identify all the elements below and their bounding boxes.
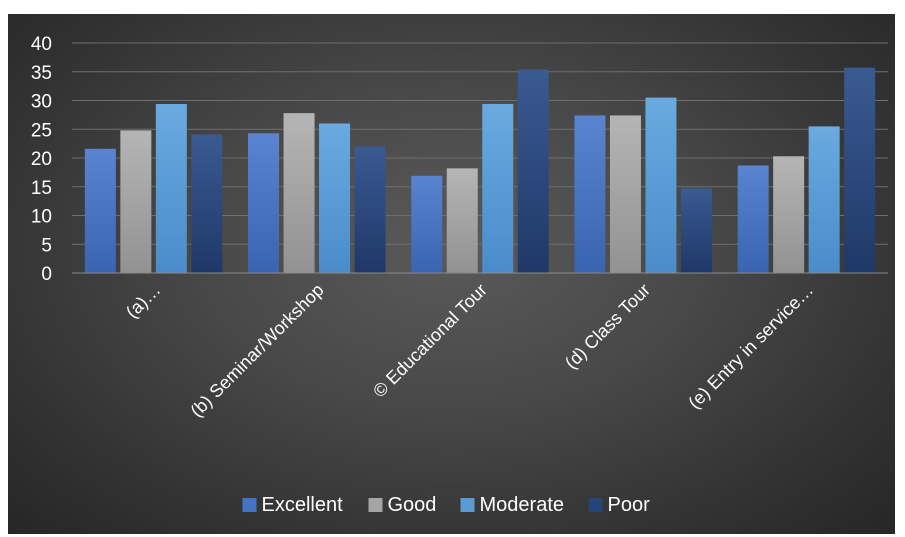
bar-good-3	[609, 115, 641, 273]
legend-label-moderate: Moderate	[480, 494, 565, 516]
y-tick-label: 10	[31, 207, 52, 228]
legend-swatch-poor	[588, 498, 603, 512]
category-label: (b) Seminar/Workshop	[186, 280, 327, 421]
legend-swatch-excellent	[242, 498, 257, 512]
category-label: (a)…	[122, 280, 164, 322]
bar-moderate-2	[482, 103, 514, 273]
legend-label-poor: Poor	[608, 494, 651, 516]
y-tick-label: 20	[31, 149, 52, 170]
bar-good-2	[446, 168, 478, 273]
bar-good-4	[773, 156, 805, 273]
category-label: © Educational Tour	[369, 280, 491, 402]
bar-moderate-1	[319, 123, 351, 273]
legend-label-excellent: Excellent	[262, 494, 344, 516]
category-label: (d) Class Tour	[561, 280, 654, 373]
bar-moderate-0	[155, 103, 187, 273]
bar-moderate-4	[808, 126, 840, 273]
bar-excellent-2	[411, 175, 443, 273]
bar-moderate-3	[645, 97, 677, 273]
bar-poor-4	[844, 67, 876, 273]
y-axis: 0 5 10 15 20 25 30 35 40	[31, 34, 52, 285]
x-axis-labels: (a)… (b) Seminar/Workshop © Educational To…	[122, 280, 817, 421]
bar-excellent-3	[574, 115, 606, 273]
y-tick-label: 30	[31, 92, 52, 113]
bars	[84, 67, 876, 274]
legend-swatch-moderate	[460, 498, 475, 512]
category-label: (e) Entry in service…	[684, 280, 817, 413]
y-tick-label: 40	[31, 34, 52, 55]
bar-good-0	[120, 130, 152, 273]
bar-good-1	[283, 113, 315, 274]
bar-poor-0	[191, 134, 223, 273]
y-tick-label: 5	[41, 235, 52, 256]
y-tick-label: 0	[41, 264, 52, 285]
bar-poor-3	[680, 188, 712, 273]
y-tick-label: 35	[31, 63, 52, 84]
bar-excellent-1	[248, 133, 280, 273]
bar-poor-1	[354, 146, 386, 273]
legend: Excellent Good Moderate Poor	[242, 494, 651, 516]
legend-swatch-good	[368, 498, 383, 512]
bar-excellent-4	[737, 165, 769, 273]
bar-excellent-0	[84, 148, 116, 273]
bar-chart: 0 5 10 15 20 25 30 35 40 (a)… (b) Seminar/Worksho…	[31, 34, 888, 516]
chart-area: 0 5 10 15 20 25 30 35 40 (a)… (b) Seminar/Worksho…	[8, 14, 895, 534]
bar-poor-2	[517, 69, 549, 273]
y-tick-label: 25	[31, 120, 52, 141]
legend-label-good: Good	[388, 494, 437, 516]
y-tick-label: 15	[31, 178, 52, 199]
